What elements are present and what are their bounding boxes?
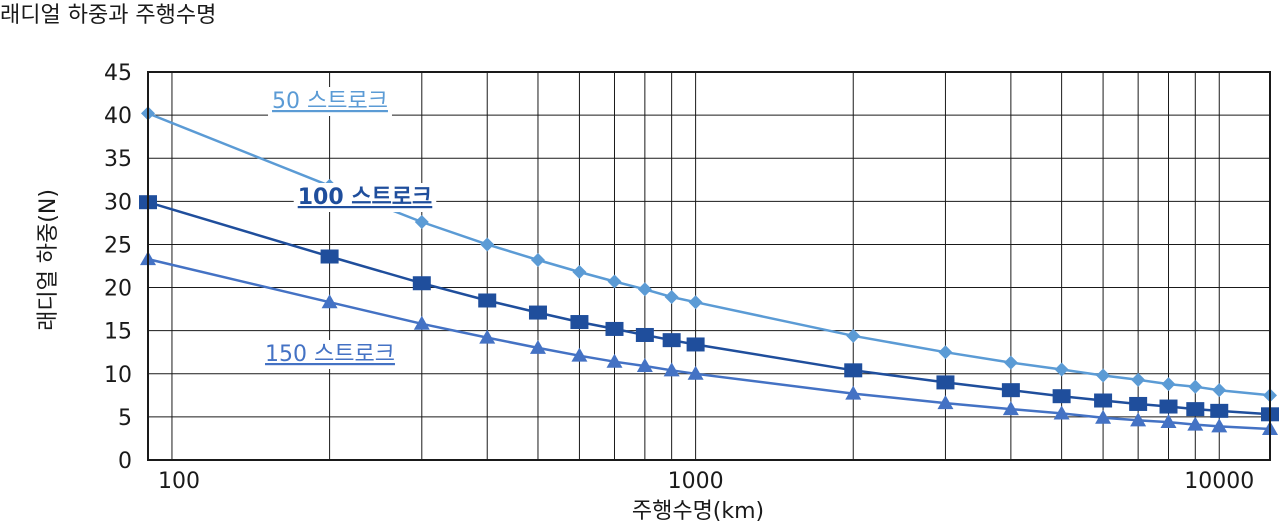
series-line [147,257,1271,431]
y-tick-label: 10 [104,363,132,388]
series-1: 50 스트로크 [141,87,1277,403]
data-point [844,363,863,378]
x-axis-label: 주행수명(km) [632,499,764,524]
data-point [571,347,588,362]
data-point [1054,362,1069,377]
data-point [1003,355,1018,370]
data-point [687,365,704,380]
data-point [637,282,652,297]
y-axis-ticks: 0 5 10 15 20 25 30 35 40 45 [104,61,132,474]
series-label-background [261,340,399,369]
data-point [530,252,545,267]
x-axis-ticks: 100 1000 10000 [158,469,1254,494]
series-label-background [268,87,392,116]
y-tick-label: 30 [104,190,132,215]
y-tick-label: 0 [118,449,132,474]
data-point [688,295,703,310]
data-point [1210,403,1229,418]
y-tick-label: 20 [104,277,132,302]
data-point [1159,399,1178,414]
y-tick-label: 5 [118,406,132,431]
data-point [1131,372,1146,387]
series-label-background [293,183,437,212]
series-line [147,201,1271,416]
data-point [1052,389,1071,404]
x-tick-label: 10000 [1184,469,1254,494]
data-point [607,274,622,289]
data-point [605,321,624,336]
data-point [1130,412,1147,427]
data-point [572,265,587,280]
data-point [1187,416,1204,431]
data-point [1053,405,1070,420]
data-point [1186,402,1205,417]
data-point [1161,377,1176,392]
data-point [1160,414,1177,429]
series-label: 100 스트로크 [298,185,433,210]
data-point [1095,409,1112,424]
data-point [1129,396,1148,411]
y-axis-label: 래디얼 하중(N) [36,189,61,331]
data-point [1188,379,1203,394]
series-group: 50 스트로크 100 스트로크 150 스트로크 [139,87,1279,435]
data-point [1094,393,1113,408]
data-point [478,293,497,308]
chart-title: 래디얼 하중과 주행수명 [0,3,216,28]
data-point [321,294,338,309]
y-tick-label: 35 [104,147,132,172]
y-tick-label: 45 [104,61,132,86]
series-label: 150 스트로크 [265,342,395,367]
data-point [1212,383,1227,398]
data-point [937,395,954,410]
data-point [1096,368,1111,383]
data-point [412,276,431,291]
y-tick-label: 40 [104,104,132,129]
data-point [636,358,653,373]
data-point [936,375,955,390]
data-point [528,305,547,320]
data-point [320,249,339,264]
data-point [664,290,679,305]
data-point [846,328,861,343]
data-point [663,362,680,377]
data-point [413,315,430,330]
data-point [606,353,623,368]
data-point [1002,401,1019,416]
data-point [480,237,495,252]
data-point [662,333,681,348]
data-point [938,345,953,360]
data-point [414,215,429,230]
plot-frame [147,71,1271,461]
data-point [845,385,862,400]
series-2: 100 스트로크 [139,183,1279,422]
data-point [1211,418,1228,433]
x-tick-label: 100 [158,469,200,494]
data-point [635,327,654,342]
series-3: 150 스트로크 [140,251,1278,435]
data-point [529,339,546,354]
series-label: 50 스트로크 [272,89,388,114]
data-point [570,315,589,330]
data-point [1001,383,1020,398]
x-tick-label: 1000 [668,469,724,494]
data-point [479,329,496,344]
y-tick-label: 15 [104,320,132,345]
y-tick-label: 25 [104,233,132,258]
data-point [686,337,705,352]
